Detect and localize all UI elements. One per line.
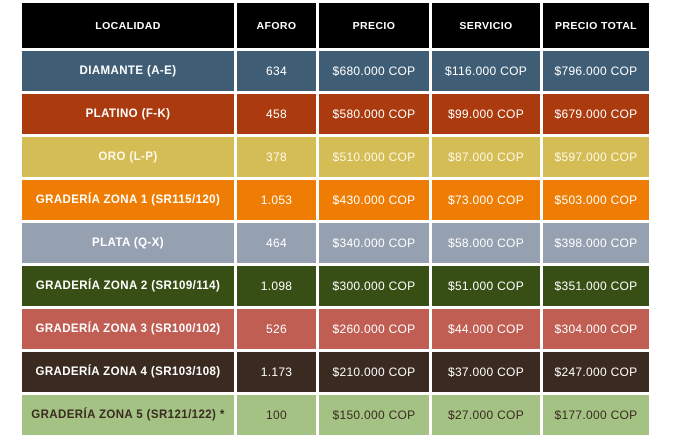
cell-servicio: $99.000 COP (432, 94, 540, 134)
cell-aforo: 634 (237, 51, 316, 91)
cell-precio: $430.000 COP (319, 180, 429, 220)
cell-precio_total: $796.000 COP (543, 51, 649, 91)
cell-aforo: 378 (237, 137, 316, 177)
cell-servicio: $44.000 COP (432, 309, 540, 349)
cell-servicio: $37.000 COP (432, 352, 540, 392)
cell-aforo: 464 (237, 223, 316, 263)
cell-precio: $580.000 COP (319, 94, 429, 134)
cell-precio_total: $398.000 COP (543, 223, 649, 263)
cell-precio: $680.000 COP (319, 51, 429, 91)
cell-aforo: 526 (237, 309, 316, 349)
cell-precio: $510.000 COP (319, 137, 429, 177)
cell-aforo: 100 (237, 395, 316, 435)
table-row: PLATA (Q-X) 464 $340.000 COP $58.000 COP $39… (22, 223, 649, 263)
cell-aforo: 1.098 (237, 266, 316, 306)
column-header-precio: PRECIO (319, 3, 429, 48)
cell-precio_total: $503.000 COP (543, 180, 649, 220)
header-row: LOCALIDAD AFORO PRECIO SERVICIO PRECIO TOTAL (22, 3, 649, 48)
cell-precio: $150.000 COP (319, 395, 429, 435)
cell-localidad: GRADERÍA ZONA 2 (SR109/114) (22, 266, 234, 306)
cell-servicio: $87.000 COP (432, 137, 540, 177)
pricing-table: LOCALIDAD AFORO PRECIO SERVICIO PRECIO TOTAL… (19, 0, 652, 438)
cell-precio: $340.000 COP (319, 223, 429, 263)
cell-servicio: $73.000 COP (432, 180, 540, 220)
cell-servicio: $116.000 COP (432, 51, 540, 91)
cell-localidad: GRADERÍA ZONA 4 (SR103/108) (22, 352, 234, 392)
cell-servicio: $27.000 COP (432, 395, 540, 435)
table-row: GRADERÍA ZONA 4 (SR103/108) 1.173 $210.000… (22, 352, 649, 392)
cell-precio: $260.000 COP (319, 309, 429, 349)
cell-servicio: $58.000 COP (432, 223, 540, 263)
column-header-localidad: LOCALIDAD (22, 3, 234, 48)
cell-precio_total: $304.000 COP (543, 309, 649, 349)
table-body: DIAMANTE (A-E) 634 $680.000 COP $116.000 CO… (22, 51, 649, 435)
cell-localidad: ORO (L-P) (22, 137, 234, 177)
table-row: GRADERÍA ZONA 1 (SR115/120) 1.053 $430.000… (22, 180, 649, 220)
table-row: GRADERÍA ZONA 2 (SR109/114) 1.098 $300.000… (22, 266, 649, 306)
column-header-servicio: SERVICIO (432, 3, 540, 48)
cell-localidad: PLATA (Q-X) (22, 223, 234, 263)
table-row: PLATINO (F-K) 458 $580.000 COP $99.000 COP $… (22, 94, 649, 134)
table-row: DIAMANTE (A-E) 634 $680.000 COP $116.000 CO… (22, 51, 649, 91)
table-row: ORO (L-P) 378 $510.000 COP $87.000 COP $597.… (22, 137, 649, 177)
table-row: GRADERÍA ZONA 5 (SR121/122) * 100 $150.000… (22, 395, 649, 435)
column-header-aforo: AFORO (237, 3, 316, 48)
column-header-precio_total: PRECIO TOTAL (543, 3, 649, 48)
pricing-table-container: LOCALIDAD AFORO PRECIO SERVICIO PRECIO TOTAL… (19, 0, 652, 438)
table-row: GRADERÍA ZONA 3 (SR100/102) 526 $260.000 C… (22, 309, 649, 349)
cell-precio: $210.000 COP (319, 352, 429, 392)
cell-localidad: GRADERÍA ZONA 1 (SR115/120) (22, 180, 234, 220)
cell-precio_total: $679.000 COP (543, 94, 649, 134)
cell-precio_total: $247.000 COP (543, 352, 649, 392)
cell-aforo: 1.173 (237, 352, 316, 392)
cell-localidad: GRADERÍA ZONA 3 (SR100/102) (22, 309, 234, 349)
cell-precio_total: $177.000 COP (543, 395, 649, 435)
cell-aforo: 458 (237, 94, 316, 134)
cell-precio_total: $597.000 COP (543, 137, 649, 177)
cell-localidad: PLATINO (F-K) (22, 94, 234, 134)
cell-precio: $300.000 COP (319, 266, 429, 306)
cell-localidad: DIAMANTE (A-E) (22, 51, 234, 91)
cell-aforo: 1.053 (237, 180, 316, 220)
cell-precio_total: $351.000 COP (543, 266, 649, 306)
cell-localidad: GRADERÍA ZONA 5 (SR121/122) * (22, 395, 234, 435)
cell-servicio: $51.000 COP (432, 266, 540, 306)
